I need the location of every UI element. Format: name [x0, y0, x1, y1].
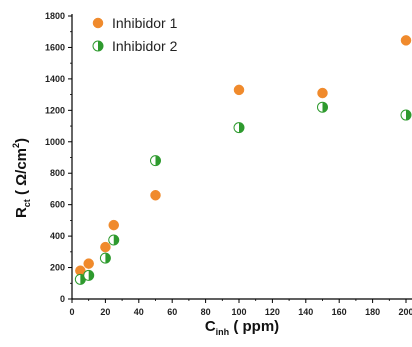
x-tick-label: 80	[201, 307, 211, 317]
x-tick-label: 20	[100, 307, 110, 317]
legend: Inhibidor 1 Inhibidor 2	[92, 15, 178, 54]
x-tick-label: 140	[298, 307, 313, 317]
y-tick-label: 1000	[45, 137, 65, 147]
y-tick-label: 1400	[45, 74, 65, 84]
legend-label-inhibidor-1: Inhibidor 1	[112, 15, 178, 31]
y-axis-title-sup: 2	[11, 143, 21, 148]
x-tick-label: 0	[69, 307, 74, 317]
data-point-series-2	[99, 252, 111, 264]
legend-label-inhibidor-2: Inhibidor 2	[112, 38, 178, 54]
y-axis-ticks: 0 200 400 600 800 1000 1200 1400 1600 1800	[45, 11, 72, 304]
y-tick-label: 0	[60, 294, 65, 304]
data-point-series-1	[83, 258, 94, 269]
data-point-series-2	[74, 273, 86, 285]
data-point-series-1	[400, 35, 412, 46]
data-point-series-2	[233, 122, 245, 134]
y-tick-label: 400	[50, 231, 65, 241]
x-axis-title-sub: inh	[216, 327, 230, 337]
y-axis-title-rest: ( Ω/cm	[13, 148, 30, 199]
data-point-series-2	[83, 269, 95, 281]
y-tick-label: 200	[50, 263, 65, 273]
y-tick-label: 800	[50, 168, 65, 178]
y-tick-label: 1800	[45, 11, 65, 21]
data-point-series-1	[317, 87, 328, 99]
x-tick-label: 160	[332, 307, 347, 317]
data-point-series-1	[100, 241, 111, 253]
data-point-series-2	[150, 155, 161, 167]
x-tick-label: 180	[365, 307, 380, 317]
axes	[71, 14, 412, 300]
x-axis-title: Cinh ( ppm)	[205, 318, 279, 337]
legend-item-inhibidor-2	[92, 40, 104, 52]
legend-marker-inhibidor-2	[92, 40, 104, 52]
y-axis-title-sub: ct	[22, 199, 32, 207]
data-point-series-2	[317, 101, 328, 113]
x-tick-label: 100	[231, 307, 246, 317]
data-point-series-2	[108, 234, 120, 246]
x-axis-title-main: C	[205, 318, 216, 335]
y-axis-title-main: R	[13, 207, 30, 218]
data-point-series-1	[150, 189, 161, 201]
x-tick-label: 60	[167, 307, 177, 317]
data-point-series-1	[233, 84, 245, 96]
x-tick-label: 120	[265, 307, 280, 317]
y-tick-label: 1200	[45, 105, 65, 115]
legend-item-inhibidor-1	[92, 17, 104, 29]
data-points	[74, 35, 412, 285]
legend-marker-inhibidor-1	[92, 17, 104, 29]
y-tick-label: 1600	[45, 42, 65, 52]
y-tick-label: 600	[50, 200, 65, 210]
x-tick-label: 40	[134, 307, 144, 317]
data-point-series-1	[108, 219, 119, 231]
x-tick-label: 200	[398, 307, 412, 317]
y-axis-title-end: )	[13, 138, 30, 143]
data-point-series-2	[400, 109, 412, 121]
x-axis-ticks: 0 20 40 60 80 100 120 140 160 180 200	[69, 299, 412, 317]
x-axis-title-rest: ( ppm)	[229, 318, 279, 335]
y-axis-title: Rct ( Ω/cm2)	[11, 138, 32, 218]
